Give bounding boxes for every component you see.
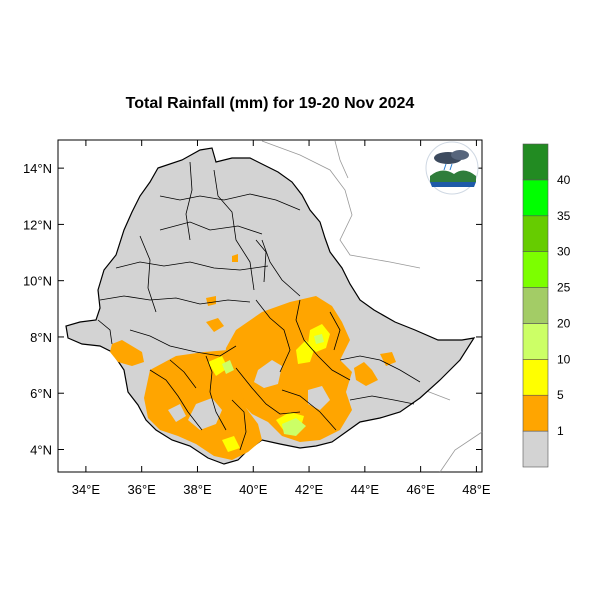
legend-label: 30 bbox=[557, 245, 571, 259]
lon-tick-label: 44°E bbox=[351, 482, 380, 497]
lon-tick-label: 40°E bbox=[239, 482, 268, 497]
legend-swatch-1 bbox=[522, 394, 549, 432]
legend-swatch-8 bbox=[522, 143, 549, 181]
lon-tick-label: 46°E bbox=[406, 482, 435, 497]
legend-label: 1 bbox=[557, 424, 564, 438]
lon-axis: 34°E 36°E 38°E 40°E 42°E 44°E 46°E 48°E bbox=[72, 140, 491, 497]
legend-label: 35 bbox=[557, 209, 571, 223]
legend-label: 10 bbox=[557, 352, 571, 366]
lat-tick-label: 10°N bbox=[23, 274, 52, 289]
legend-swatch-2 bbox=[522, 359, 549, 396]
legend-label: 20 bbox=[557, 316, 571, 330]
legend-label: 5 bbox=[557, 388, 564, 402]
lat-tick-label: 6°N bbox=[30, 386, 52, 401]
admin-boundaries bbox=[97, 161, 421, 451]
legend-swatch-3 bbox=[522, 323, 549, 360]
legend-colorbar: 1 5 10 20 25 30 35 40 bbox=[522, 143, 571, 468]
legend-label: 40 bbox=[557, 173, 571, 187]
legend-swatch-7 bbox=[522, 179, 549, 217]
lon-tick-label: 48°E bbox=[462, 482, 491, 497]
legend-swatch-6 bbox=[522, 215, 549, 252]
lon-tick-label: 34°E bbox=[72, 482, 101, 497]
rain-zone-10-20mm bbox=[222, 334, 324, 436]
map-title: Total Rainfall (mm) for 19-20 Nov 2024 bbox=[125, 95, 415, 112]
neighbor-borders bbox=[261, 140, 483, 473]
dry-patches bbox=[168, 360, 330, 430]
lon-tick-label: 36°E bbox=[128, 482, 157, 497]
agency-logo-icon bbox=[425, 141, 479, 195]
legend-label: 25 bbox=[557, 281, 571, 295]
lat-tick-label: 12°N bbox=[23, 217, 52, 232]
legend-swatch-0 bbox=[522, 430, 549, 468]
lat-tick-label: 8°N bbox=[30, 330, 52, 345]
lat-axis: 4°N 6°N 8°N 10°N 12°N 14°N bbox=[23, 161, 482, 457]
lat-tick-label: 4°N bbox=[30, 442, 52, 457]
lon-tick-label: 38°E bbox=[183, 482, 212, 497]
legend-swatch-4 bbox=[522, 287, 549, 324]
legend-swatch-5 bbox=[522, 251, 549, 288]
lon-tick-label: 42°E bbox=[295, 482, 324, 497]
lat-tick-label: 14°N bbox=[23, 161, 52, 176]
